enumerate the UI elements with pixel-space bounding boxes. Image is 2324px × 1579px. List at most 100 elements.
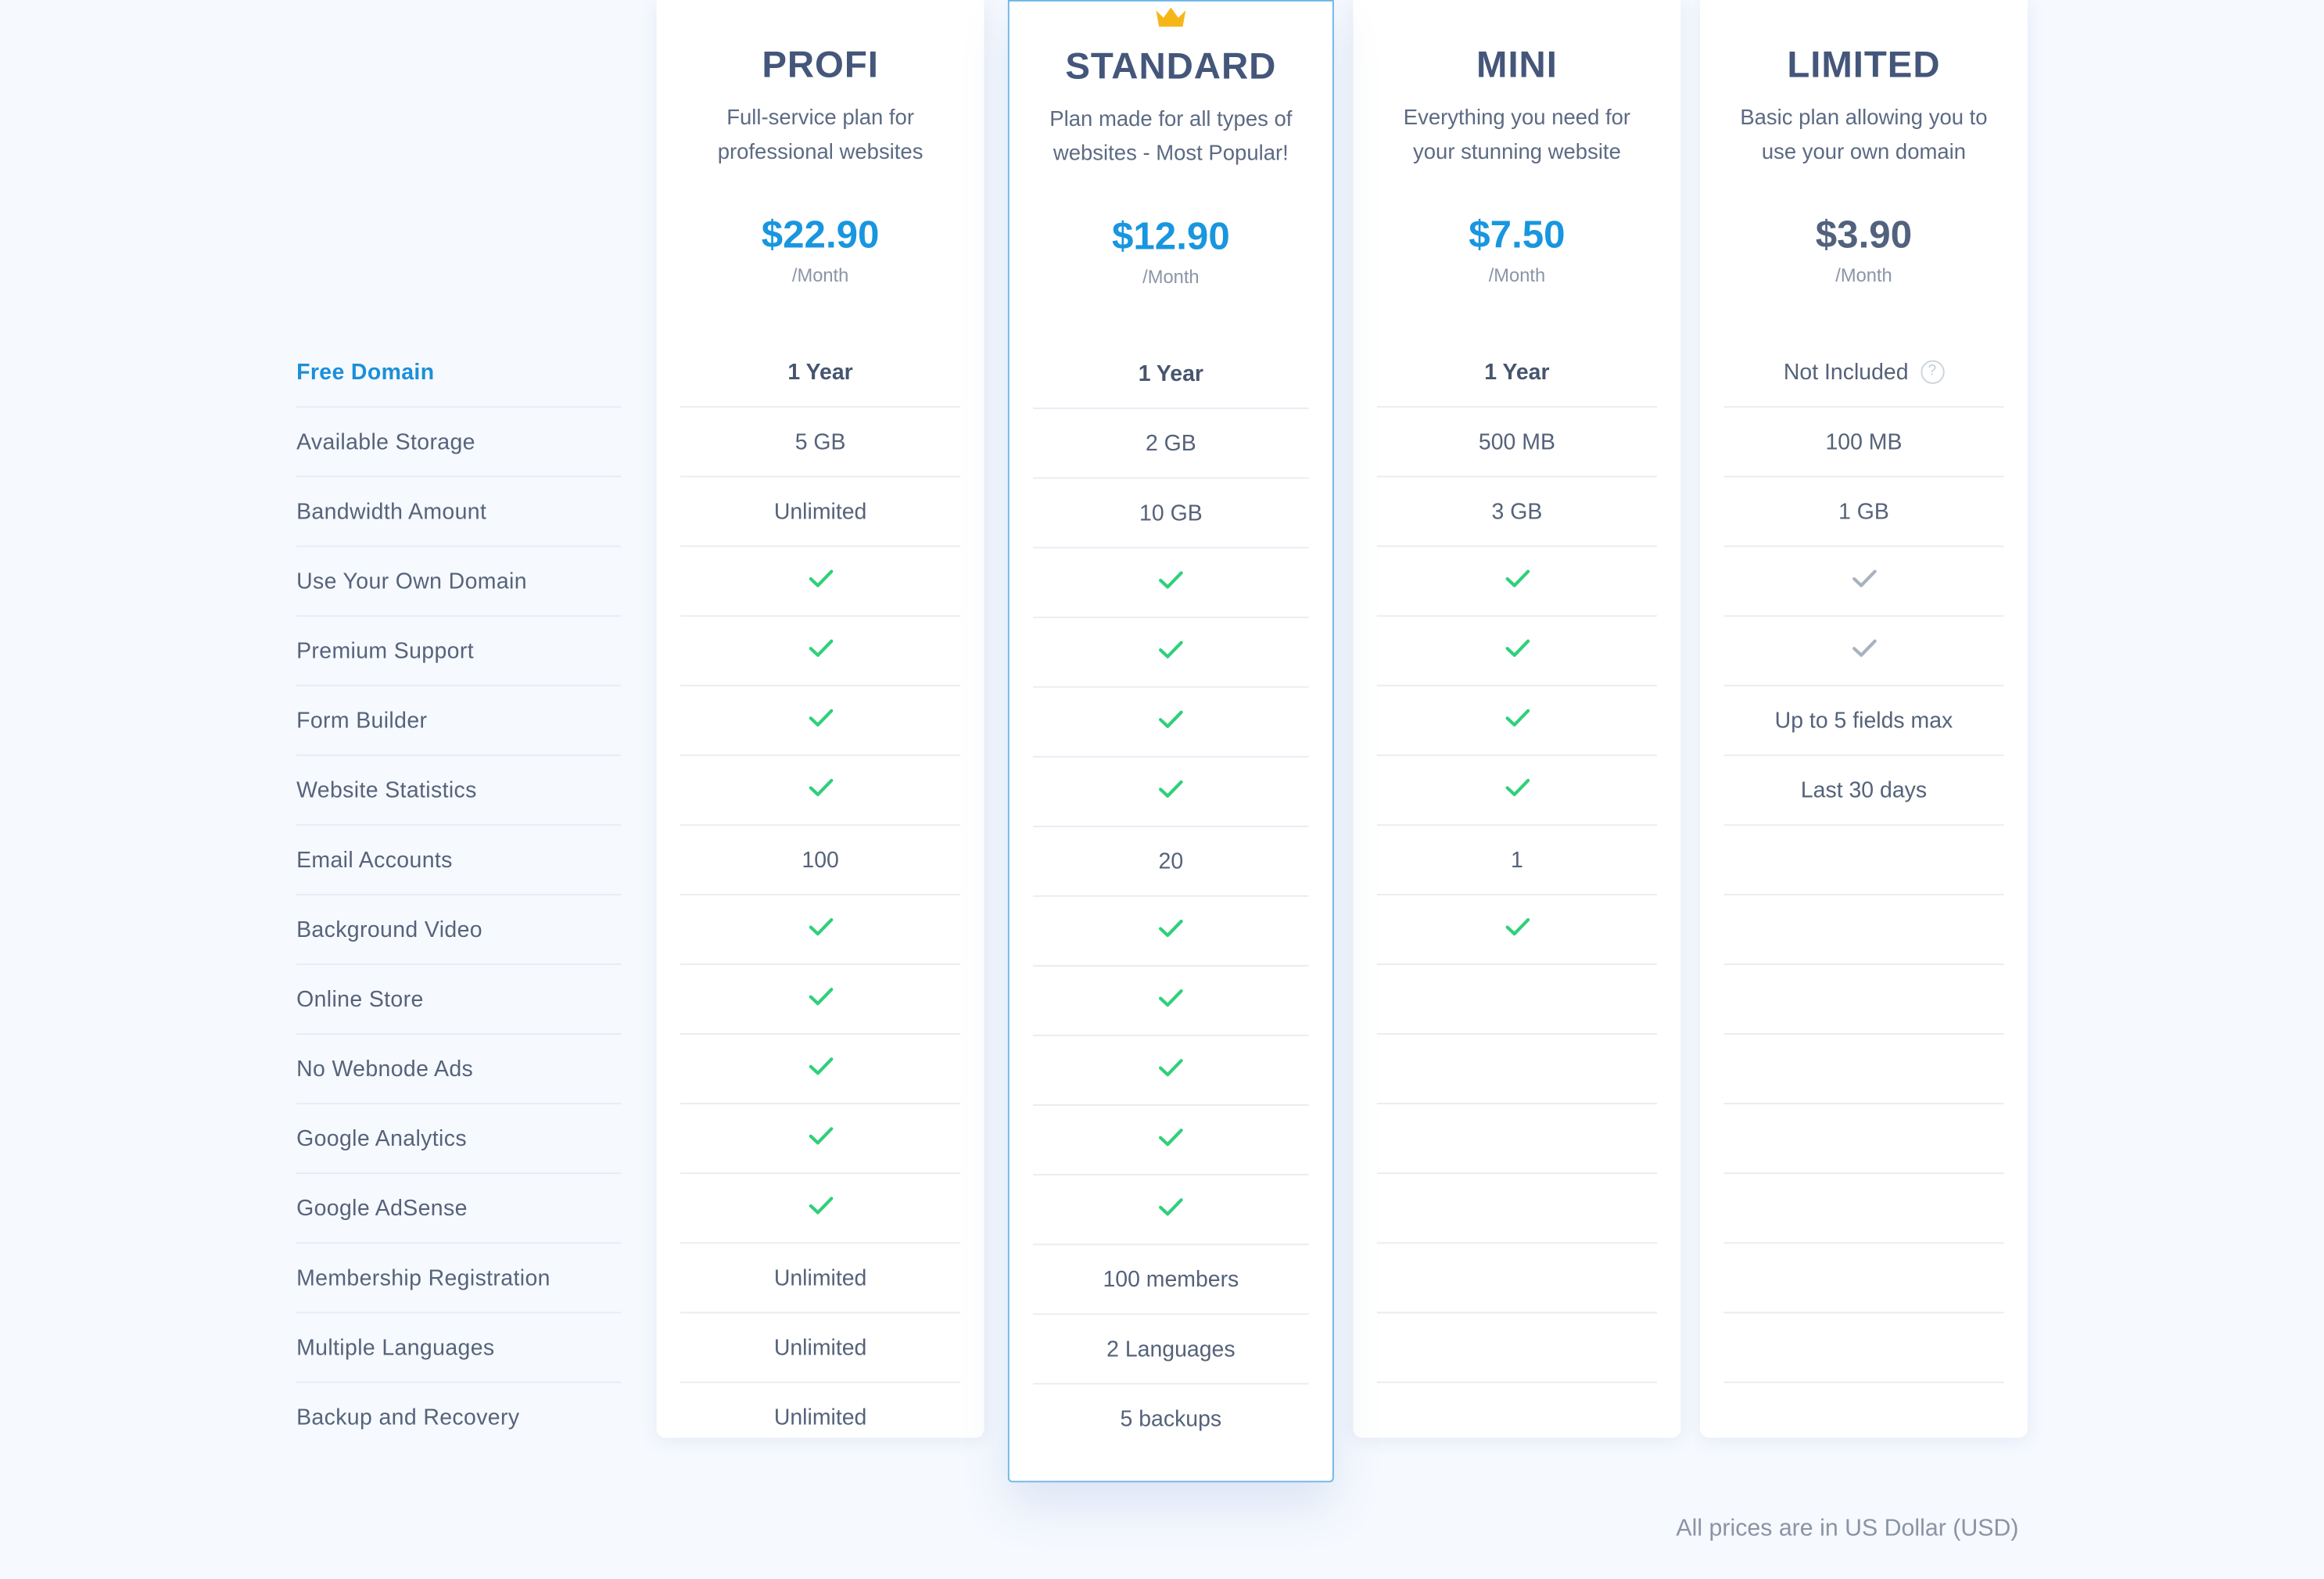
- plan-feature-values: 1 Year 5 GB Unlimited 100 Unlimited Unlimited…: [680, 338, 961, 1451]
- feature-label: Premium Support: [296, 616, 622, 687]
- plan-feature-values: 1 Year 500 MB 3 GB 1: [1376, 338, 1658, 1451]
- check-icon: [807, 1195, 834, 1222]
- help-icon[interactable]: ?: [1920, 360, 1945, 384]
- price-period: /Month: [1835, 265, 1892, 286]
- feature-label: Use Your Own Domain: [296, 547, 622, 617]
- feature-cell: [1723, 1313, 2004, 1383]
- plan-description: Plan made for all types of websites - Mo…: [1049, 108, 1293, 167]
- feature-value: Not Included: [1783, 359, 1909, 385]
- check-icon: [807, 985, 834, 1012]
- feature-value: 5 backups: [1120, 1405, 1222, 1432]
- feature-cell: 1 GB: [1723, 477, 2004, 547]
- feature-label[interactable]: Free Domain: [296, 338, 622, 408]
- plan-name: LIMITED: [1787, 44, 1941, 86]
- feature-cell: 5 backups: [1033, 1384, 1309, 1452]
- plan-card-standard[interactable]: STANDARD Plan made for all types of websi…: [1007, 0, 1334, 1483]
- feature-label: Background Video: [296, 895, 622, 965]
- plan-feature-values: Not Included? 100 MB 1 GB Up to 5 fields ma…: [1723, 338, 2004, 1451]
- feature-cell: [680, 1035, 961, 1105]
- check-icon: [807, 1056, 834, 1082]
- feature-cell: [1376, 1313, 1658, 1383]
- feature-cell: [680, 965, 961, 1035]
- feature-cell: 100 MB: [1723, 407, 2004, 478]
- feature-cell: [1723, 616, 2004, 687]
- check-icon: [1850, 568, 1877, 594]
- plan-name: PROFI: [762, 44, 879, 86]
- feature-cell: [1376, 687, 1658, 756]
- check-icon: [1157, 1057, 1184, 1083]
- plan-description: Basic plan allowing you to use your own …: [1740, 106, 1988, 165]
- feature-cell: [1377, 1383, 1657, 1451]
- check-icon: [1504, 568, 1530, 594]
- plan-name: STANDARD: [1065, 45, 1277, 88]
- feature-cell: [1376, 965, 1658, 1035]
- feature-value: 5 GB: [794, 429, 846, 454]
- feature-cell: [1033, 1175, 1309, 1246]
- feature-value: 20: [1158, 849, 1184, 874]
- feature-label: Email Accounts: [296, 826, 622, 895]
- plan-card-limited[interactable]: LIMITED Basic plan allowing you to use yo…: [1700, 0, 2028, 1438]
- feature-cell: [1033, 1036, 1309, 1106]
- feature-label: Bandwidth Amount: [296, 477, 622, 547]
- feature-cell: [1723, 965, 2004, 1035]
- check-icon: [1157, 917, 1184, 944]
- feature-value: Last 30 days: [1800, 777, 1928, 803]
- feature-value: 100 members: [1103, 1266, 1239, 1292]
- check-icon: [807, 916, 834, 942]
- feature-label: Website Statistics: [296, 756, 622, 826]
- feature-cell: 2 GB: [1033, 409, 1309, 479]
- plan-price: $7.50: [1469, 212, 1565, 257]
- plan-description: Full-service plan for professional websi…: [717, 106, 924, 165]
- feature-cell: 2 Languages: [1033, 1315, 1309, 1385]
- feature-cell: 100 members: [1033, 1245, 1309, 1315]
- check-icon: [1504, 637, 1530, 664]
- feature-cell: 1 Year: [1376, 338, 1658, 408]
- feature-cell: [1723, 1243, 2004, 1314]
- feature-cell: [680, 1174, 961, 1244]
- feature-cell: 3 GB: [1376, 477, 1658, 547]
- feature-cell: 1 Year: [680, 338, 961, 408]
- feature-value: Unlimited: [773, 498, 867, 525]
- price-period: /Month: [791, 265, 849, 286]
- check-icon: [1504, 916, 1530, 942]
- currency-footnote: All prices are in US Dollar (USD): [1676, 1516, 2019, 1542]
- feature-cell: Last 30 days: [1723, 756, 2004, 826]
- check-icon: [1504, 777, 1530, 803]
- check-icon: [1157, 1127, 1184, 1154]
- feature-cell: 10 GB: [1033, 479, 1309, 549]
- feature-cell: [1033, 897, 1309, 967]
- feature-cell: [1376, 1104, 1658, 1175]
- feature-cell: [1723, 826, 2004, 895]
- plan-name: MINI: [1476, 44, 1558, 86]
- feature-cell: [1723, 1174, 2004, 1244]
- feature-cell: [1723, 1035, 2004, 1105]
- feature-cell: [1376, 547, 1658, 617]
- plan-card-mini[interactable]: MINI Everything you need for your stunnin…: [1353, 0, 1681, 1438]
- feature-cell: [1376, 1035, 1658, 1105]
- check-icon: [1850, 637, 1877, 664]
- price-period: /Month: [1488, 265, 1546, 286]
- feature-value: 500 MB: [1478, 429, 1555, 454]
- feature-label: Backup and Recovery: [296, 1404, 520, 1430]
- plan-description: Everything you need for your stunning we…: [1403, 106, 1631, 165]
- feature-cell: 1: [1376, 826, 1658, 895]
- plan-feature-values: 1 Year 2 GB 10 GB 20 100 members 2 Languages 5…: [1033, 339, 1309, 1452]
- price-period: /Month: [1142, 267, 1200, 288]
- feature-cell: [680, 616, 961, 687]
- feature-value: Up to 5 fields max: [1774, 708, 1953, 734]
- feature-cell: [1723, 895, 2004, 965]
- feature-cell: Unlimited: [680, 477, 961, 547]
- feature-cell: Unlimited: [680, 1313, 961, 1383]
- check-icon: [1157, 639, 1184, 666]
- plan-price: $22.90: [761, 212, 880, 257]
- plan-card-profi[interactable]: PROFI Full-service plan for professional …: [656, 0, 984, 1438]
- crown-icon: [1156, 7, 1186, 27]
- feature-cell: Unlimited: [680, 1383, 960, 1451]
- check-icon: [1157, 1197, 1184, 1223]
- feature-label: Google Analytics: [296, 1104, 622, 1175]
- feature-label: No Webnode Ads: [296, 1035, 622, 1105]
- feature-value: 1 GB: [1838, 498, 1889, 525]
- feature-cell: [680, 1104, 961, 1175]
- feature-cell: [1376, 756, 1658, 826]
